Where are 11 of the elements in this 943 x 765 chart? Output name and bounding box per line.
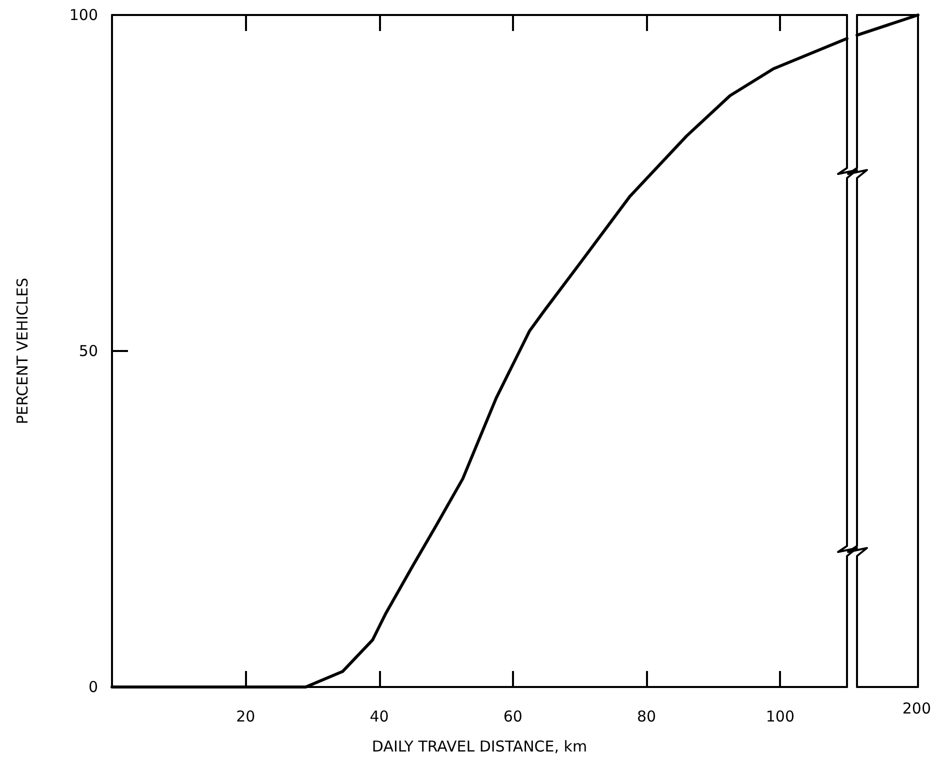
x-tick-label: 80	[637, 708, 656, 726]
x-tick-label: 60	[503, 708, 522, 726]
y-axis-title: PERCENT VEHICLES	[14, 278, 32, 424]
x-axis-title: DAILY TRAVEL DISTANCE, km	[372, 738, 588, 756]
x-tick-label: 100	[766, 708, 794, 726]
text: 200	[902, 700, 932, 718]
x-tick-label: 40	[370, 708, 389, 726]
y-tick-label: 100	[69, 6, 98, 24]
x-tick-label: 20	[236, 708, 256, 726]
y-tick-label: 0	[88, 678, 98, 696]
y-tick-label: 50	[78, 342, 98, 360]
